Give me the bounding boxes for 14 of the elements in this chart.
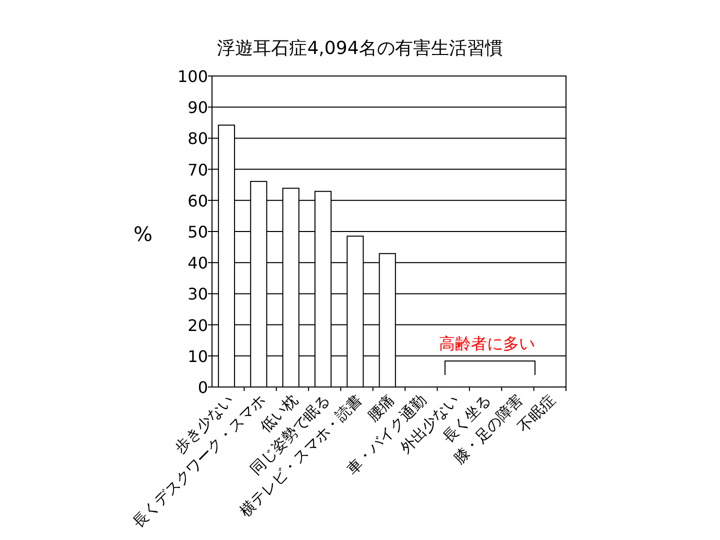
- y-tick-label: 90: [188, 98, 208, 118]
- annotation: 高齢者に多い: [439, 334, 535, 353]
- y-tick-label: 10: [188, 346, 208, 366]
- y-tick-label: 0: [198, 378, 208, 397]
- y-tick-label: 60: [188, 191, 208, 210]
- chart-title: 浮遊耳石症4,094名の有害生活習慣: [217, 38, 503, 59]
- y-tick-label: 30: [188, 284, 208, 304]
- y-axis-title: %: [133, 222, 153, 246]
- y-tick-label: 70: [188, 160, 208, 180]
- y-tick-label: 40: [188, 254, 208, 273]
- y-tick-label: 50: [188, 222, 208, 242]
- y-tick-label: 100: [177, 67, 208, 86]
- y-tick-label: 80: [188, 129, 208, 148]
- y-tick-label: 20: [188, 316, 208, 335]
